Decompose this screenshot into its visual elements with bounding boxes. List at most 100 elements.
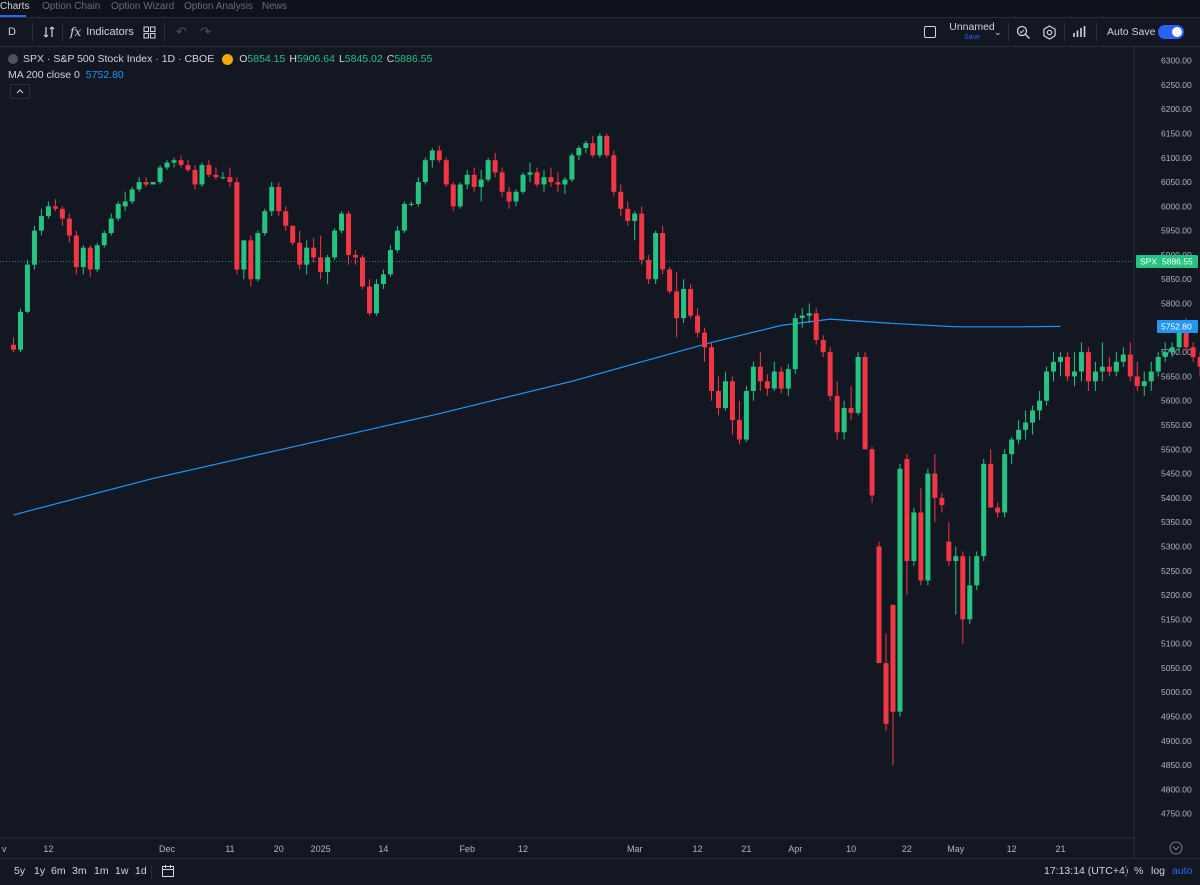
- candle-up: [911, 512, 917, 562]
- candle-down: [1183, 327, 1189, 348]
- settings-button[interactable]: [1042, 18, 1057, 46]
- candle-down: [1085, 352, 1091, 382]
- price-tick-label: 5300.00: [1161, 541, 1192, 551]
- chart-type-button[interactable]: [1072, 18, 1086, 46]
- candle-up: [332, 230, 338, 258]
- candle-down: [625, 208, 631, 221]
- goto-realtime-button[interactable]: [1169, 841, 1183, 855]
- layout-save-status: Save: [964, 34, 980, 41]
- range-3m-button[interactable]: 3m: [72, 865, 87, 877]
- candle-up: [1113, 361, 1119, 372]
- legend-collapse-button[interactable]: [10, 83, 30, 99]
- time-axis: v 12 Dec 11 20 2025 14 Feb 12 Mar 12 21 Apr 10 22 May 12…: [2, 844, 1066, 854]
- bottombar-separator: [1126, 865, 1127, 879]
- candle-up: [981, 463, 987, 557]
- quick-search-button[interactable]: [1016, 18, 1031, 46]
- candles: [11, 133, 1200, 766]
- layout-checkbox[interactable]: [924, 18, 936, 46]
- chevron-up-icon: [16, 89, 24, 94]
- price-chart[interactable]: 4750.00 4800.00 4850.00 4900.00 4950.00 5000.…: [0, 46, 1200, 858]
- redo-button[interactable]: ↷: [200, 18, 211, 46]
- bottom-toolbar: 5y 1y 6m 3m 1m 1w 1d 17:13:14 (UTC+4) % …: [0, 858, 1200, 885]
- goto-date-button[interactable]: [161, 864, 175, 881]
- price-tick-label: 6100.00: [1161, 153, 1192, 163]
- candle-up: [1023, 422, 1029, 430]
- toggle-knob: [1172, 27, 1182, 37]
- candle-down: [1127, 354, 1133, 377]
- range-1d-button[interactable]: 1d: [135, 865, 147, 877]
- undo-icon: ↶: [176, 24, 187, 39]
- range-1y-button[interactable]: 1y: [34, 865, 46, 877]
- candle-up: [45, 206, 51, 217]
- candle-down: [1106, 366, 1112, 372]
- range-6m-button[interactable]: 6m: [51, 865, 66, 877]
- candle-down: [1197, 356, 1200, 367]
- indicators-label: Indicators: [86, 26, 134, 38]
- nav-tab-option-wizard[interactable]: Option Wizard: [111, 1, 175, 12]
- layout-name-button[interactable]: Unnamed Save: [947, 18, 997, 46]
- nav-tab-option-analysis[interactable]: Option Analysis: [184, 1, 253, 12]
- candle-down: [185, 165, 191, 170]
- undo-button[interactable]: ↶: [176, 18, 187, 46]
- clock-time[interactable]: 17:13:14 (UTC+4): [1044, 865, 1129, 877]
- legend-symbol[interactable]: SPX · S&P 500 Stock Index · 1D · CBOE: [23, 53, 215, 65]
- market-closed-icon[interactable]: [222, 53, 234, 65]
- percent-scale-button[interactable]: %: [1134, 865, 1144, 877]
- candle-up: [681, 288, 687, 319]
- symbol-logo-icon[interactable]: [8, 54, 18, 64]
- ma-tag-background: [1157, 319, 1198, 333]
- ohlc-low-value: 5845.02: [344, 53, 383, 65]
- candle-up: [967, 585, 973, 620]
- candle-down: [904, 459, 910, 562]
- candle-down: [66, 218, 72, 236]
- price-tick-label: 6150.00: [1161, 128, 1192, 138]
- candle-up: [457, 184, 463, 207]
- auto-save-toggle[interactable]: [1158, 25, 1184, 39]
- interval-button[interactable]: D: [8, 26, 16, 38]
- candle-down: [639, 213, 645, 260]
- candle-down: [618, 191, 624, 209]
- candle-down: [736, 420, 742, 440]
- price-tick-label: 5450.00: [1161, 469, 1192, 479]
- candle-up: [269, 186, 275, 212]
- range-1m-button[interactable]: 1m: [94, 865, 109, 877]
- nav-tab-news[interactable]: News: [262, 1, 288, 12]
- candle-down: [729, 381, 735, 421]
- candle-up: [806, 313, 812, 316]
- ohlc-open-value: 5854.15: [247, 53, 286, 65]
- toolbar-separator: [1008, 23, 1009, 41]
- indicators-button[interactable]: fx Indicators: [70, 18, 134, 46]
- layout-dropdown[interactable]: ⌄: [994, 18, 1002, 46]
- legend-ma-row[interactable]: MA 200 close 0 5752.80: [8, 67, 432, 83]
- candle-down: [646, 259, 652, 280]
- candle-up: [31, 230, 37, 265]
- time-tick-label: 11: [225, 844, 234, 854]
- price-tick-label: 5850.00: [1161, 274, 1192, 284]
- candle-up: [1155, 356, 1161, 372]
- range-5y-button[interactable]: 5y: [14, 865, 26, 877]
- nav-tab-option-chain[interactable]: Option Chain: [42, 1, 101, 12]
- auto-scale-button[interactable]: auto: [1172, 865, 1193, 877]
- templates-button[interactable]: [143, 18, 156, 46]
- candle-up: [953, 556, 959, 562]
- ohlc-low-label: L: [338, 53, 345, 65]
- nav-tab-charts[interactable]: Charts: [0, 1, 30, 12]
- ma-indicator-label: MA 200 close 0: [8, 69, 80, 81]
- compare-button[interactable]: [42, 18, 56, 46]
- candle-down: [813, 313, 819, 340]
- candle-up: [1071, 371, 1077, 377]
- candle-up: [1162, 352, 1168, 357]
- log-scale-button[interactable]: log: [1151, 865, 1166, 877]
- price-tick-label: 5800.00: [1161, 299, 1192, 309]
- candle-down: [939, 497, 945, 506]
- time-tick-label: May: [947, 844, 965, 854]
- candle-up: [325, 257, 331, 272]
- range-1w-button[interactable]: 1w: [115, 865, 129, 877]
- candle-up: [380, 274, 386, 285]
- candle-up: [199, 165, 205, 185]
- candle-down: [555, 182, 561, 185]
- candle-up: [653, 233, 659, 280]
- candle-up: [576, 148, 582, 156]
- candle-up: [1169, 347, 1175, 353]
- ma-tag-value: 5752.80: [1161, 321, 1192, 331]
